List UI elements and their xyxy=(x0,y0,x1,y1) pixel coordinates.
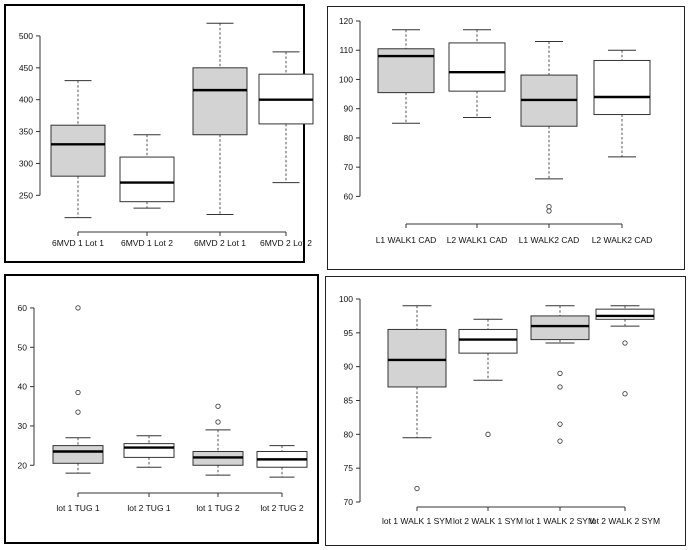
y-tick-label: 30 xyxy=(18,421,28,431)
y-tick-label: 95 xyxy=(344,328,354,338)
iqr-box xyxy=(119,156,175,203)
outlier-point xyxy=(622,391,628,397)
boxplot-chart: 20 30 40 50 60 lot 1 TUG 1 lot 2 TUG 1 lot 1 TU… xyxy=(18,303,308,513)
iqr-box xyxy=(530,315,590,341)
x-category-label: lot 1 WALK 2 SYM xyxy=(525,516,595,526)
outlier-point xyxy=(557,370,563,377)
y-tick-label: 80 xyxy=(344,133,354,143)
iqr-box xyxy=(123,443,175,458)
y-tick-label: 70 xyxy=(344,162,354,172)
x-category-label: lot 2 TUG 2 xyxy=(260,503,304,513)
x-category-label: L1 WALK1 CAD xyxy=(376,235,437,245)
outlier-point xyxy=(215,419,221,425)
boxplot-panel-tug: 20 30 40 50 60 lot 1 TUG 1 lot 2 TUG 1 lot 1 TU… xyxy=(4,274,319,544)
x-category-label: lot 1 TUG 1 xyxy=(56,503,100,513)
outlier-point xyxy=(75,305,81,311)
x-category-label: 6MVD 1 Lot 2 xyxy=(121,238,173,248)
x-category-label: L2 WALK1 CAD xyxy=(447,235,508,245)
x-category-label: L1 WALK2 CAD xyxy=(519,235,580,245)
outlier-point xyxy=(485,431,491,437)
iqr-box xyxy=(595,308,655,320)
y-tick-label: 40 xyxy=(18,382,28,392)
y-tick-label: 90 xyxy=(344,362,354,372)
y-tick-label: 80 xyxy=(344,429,354,439)
iqr-box xyxy=(458,328,518,354)
x-category-label: 6MVD 1 Lot 1 xyxy=(52,238,104,248)
y-tick-label: 50 xyxy=(18,342,28,352)
y-tick-label: 60 xyxy=(344,191,354,201)
outlier-point xyxy=(546,208,552,214)
y-tick-label: 60 xyxy=(18,303,28,313)
outlier-point xyxy=(557,438,563,444)
boxplot-panel-6mvd: 250 300 350 400 450 500 6MVD 1 Lot 1 6MVD 1 Lot… xyxy=(4,4,314,263)
outlier-point xyxy=(622,340,628,346)
iqr-box xyxy=(387,328,447,388)
y-tick-label: 75 xyxy=(344,463,354,473)
x-category-label: 6MVD 2 Lot 1 xyxy=(194,238,246,248)
boxplot-chart: 250 300 350 400 450 500 6MVD 1 Lot 1 6MVD 1 Lot… xyxy=(19,22,314,248)
y-tick-label: 85 xyxy=(344,396,354,406)
y-tick-label: 400 xyxy=(19,95,33,105)
iqr-box xyxy=(448,42,506,92)
outlier-point xyxy=(75,389,81,396)
x-category-label: 6MVD 2 Lot 2 xyxy=(260,238,312,248)
outlier-point xyxy=(557,384,563,390)
y-tick-label: 110 xyxy=(339,45,353,55)
outlier-point xyxy=(414,485,420,492)
y-tick-label: 90 xyxy=(344,104,354,114)
boxplot-chart: 60 70 80 90 100 110 120 L1 WALK1 CAD L2 WALK1 CA… xyxy=(339,16,653,245)
y-tick-label: 70 xyxy=(344,497,354,507)
boxplot-panel-cadence: 60 70 80 90 100 110 120 L1 WALK1 CAD L2 WALK1 CA… xyxy=(327,6,685,270)
y-tick-label: 350 xyxy=(19,127,33,137)
y-tick-label: 250 xyxy=(19,190,33,200)
y-tick-label: 300 xyxy=(19,158,33,168)
y-tick-label: 20 xyxy=(18,460,28,470)
outlier-point xyxy=(557,421,563,427)
iqr-box xyxy=(52,445,104,464)
x-category-label: lot 2 TUG 1 xyxy=(127,503,171,513)
x-category-label: lot 1 TUG 2 xyxy=(196,503,240,513)
outlier-point xyxy=(75,409,81,415)
boxplot-panel-symmetry: 70 75 80 85 90 95 100 lot 1 WALK 1 SYM lot 2 WAL… xyxy=(325,276,686,546)
y-tick-label: 500 xyxy=(19,31,33,41)
x-category-label: lot 2 WALK 1 SYM xyxy=(453,516,523,526)
y-tick-label: 100 xyxy=(339,74,353,84)
y-tick-label: 100 xyxy=(339,294,353,304)
outlier-point xyxy=(215,403,221,409)
x-category-label: lot 2 WALK 2 SYM xyxy=(590,516,660,526)
iqr-box xyxy=(192,67,248,136)
iqr-box xyxy=(50,124,106,177)
y-tick-label: 120 xyxy=(339,16,353,26)
outlier-point xyxy=(546,203,552,210)
y-tick-label: 450 xyxy=(19,63,33,73)
iqr-box xyxy=(593,59,651,116)
x-category-label: L2 WALK2 CAD xyxy=(592,235,653,245)
x-category-label: lot 1 WALK 1 SYM xyxy=(382,516,452,526)
